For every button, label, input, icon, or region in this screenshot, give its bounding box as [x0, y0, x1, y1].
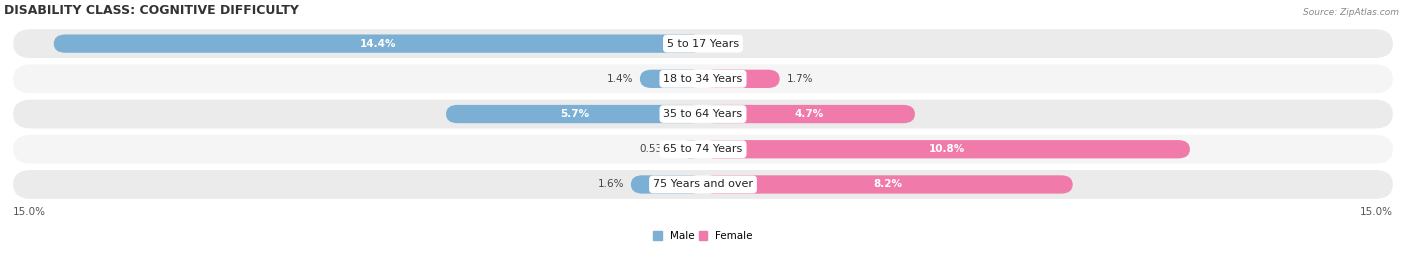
FancyBboxPatch shape [446, 105, 703, 123]
FancyBboxPatch shape [640, 70, 703, 88]
Text: 18 to 34 Years: 18 to 34 Years [664, 74, 742, 84]
Legend: Male, Female: Male, Female [650, 227, 756, 245]
FancyBboxPatch shape [13, 170, 1393, 199]
Text: 1.7%: 1.7% [786, 74, 813, 84]
Text: 4.7%: 4.7% [794, 109, 824, 119]
Text: 14.4%: 14.4% [360, 39, 396, 49]
FancyBboxPatch shape [703, 105, 915, 123]
FancyBboxPatch shape [13, 29, 1393, 58]
Text: 8.2%: 8.2% [873, 180, 903, 190]
FancyBboxPatch shape [703, 140, 1189, 158]
Text: 1.4%: 1.4% [606, 74, 633, 84]
Text: 75 Years and over: 75 Years and over [652, 180, 754, 190]
Text: 35 to 64 Years: 35 to 64 Years [664, 109, 742, 119]
FancyBboxPatch shape [703, 70, 780, 88]
Text: 1.6%: 1.6% [598, 180, 624, 190]
Text: 0.53%: 0.53% [640, 144, 672, 154]
FancyBboxPatch shape [53, 35, 703, 53]
FancyBboxPatch shape [631, 175, 703, 194]
Text: DISABILITY CLASS: COGNITIVE DIFFICULTY: DISABILITY CLASS: COGNITIVE DIFFICULTY [4, 4, 299, 17]
Text: 15.0%: 15.0% [1360, 207, 1393, 217]
FancyBboxPatch shape [13, 100, 1393, 129]
FancyBboxPatch shape [679, 140, 703, 158]
Text: 5 to 17 Years: 5 to 17 Years [666, 39, 740, 49]
Text: 0.0%: 0.0% [710, 39, 735, 49]
FancyBboxPatch shape [703, 175, 1073, 194]
FancyBboxPatch shape [13, 65, 1393, 93]
Text: Source: ZipAtlas.com: Source: ZipAtlas.com [1303, 8, 1399, 17]
Text: 65 to 74 Years: 65 to 74 Years [664, 144, 742, 154]
Text: 15.0%: 15.0% [13, 207, 46, 217]
Text: 5.7%: 5.7% [560, 109, 589, 119]
Text: 10.8%: 10.8% [928, 144, 965, 154]
FancyBboxPatch shape [13, 135, 1393, 164]
